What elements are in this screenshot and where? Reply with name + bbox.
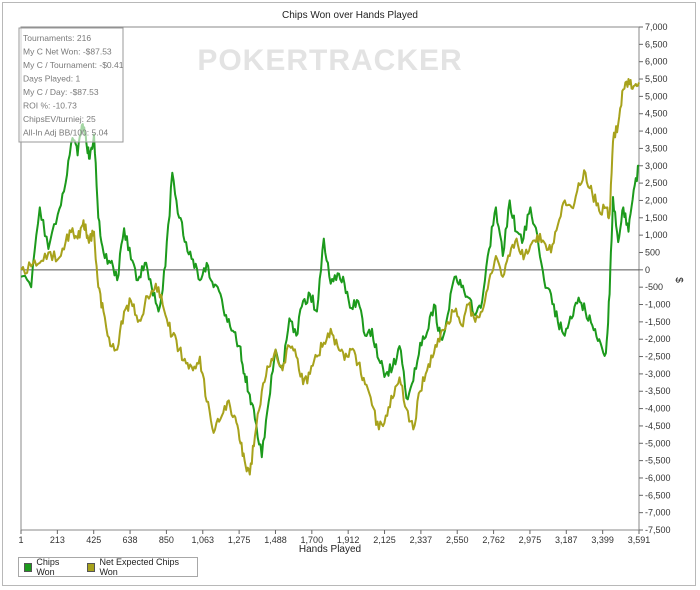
y-tick-label: -2,500	[645, 352, 671, 362]
y-tick-label: 0	[645, 265, 650, 275]
legend: Chips Won Net Expected Chips Won	[18, 557, 198, 577]
y-tick-label: 4,500	[645, 109, 668, 119]
y-tick-label: 7,000	[645, 22, 668, 32]
y-tick-label: 2,500	[645, 178, 668, 188]
y-tick-label: 3,000	[645, 161, 668, 171]
y-tick-label: -6,000	[645, 473, 671, 483]
x-tick-label: 1,063	[191, 535, 214, 545]
y-tick-label: 500	[645, 247, 660, 257]
series-line-chips-won	[20, 123, 639, 459]
stats-line: My C / Tournament: -$0.41	[23, 60, 124, 70]
watermark-text: POKERTRACKER	[197, 44, 462, 77]
x-tick-label: 850	[159, 535, 174, 545]
legend-item-chips-won[interactable]: Chips Won	[24, 557, 76, 577]
y-axis-title: $	[673, 277, 684, 283]
x-axis: 1 213 425 638 850 1,063 1,275 1,488 1,700 1,912 2,…	[18, 530, 650, 545]
plot-area	[20, 26, 640, 531]
y-tick-label: -5,000	[645, 438, 671, 448]
plot-border	[20, 26, 640, 531]
y-tick-label: -1,500	[645, 317, 671, 327]
x-tick-label: 1,275	[228, 535, 251, 545]
stats-line: My C / Day: -$87.53	[23, 87, 99, 97]
y-tick-label: -6,500	[645, 490, 671, 500]
y-tick-label: -500	[645, 282, 663, 292]
y-tick-label: -2,000	[645, 334, 671, 344]
y-tick-label: 6,000	[645, 57, 668, 67]
y-tick-label: -1,000	[645, 300, 671, 310]
y-tick-label: -3,500	[645, 386, 671, 396]
y-tick-label: 2,000	[645, 195, 668, 205]
x-tick-label: 2,337	[410, 535, 433, 545]
y-tick-label: 4,000	[645, 126, 668, 136]
y-tick-label: 3,500	[645, 143, 668, 153]
y-tick-label: -7,000	[645, 508, 671, 518]
x-tick-label: 213	[50, 535, 65, 545]
x-tick-label: 1,488	[264, 535, 287, 545]
y-tick-label: -3,000	[645, 369, 671, 379]
legend-label-net-expected: Net Expected Chips Won	[99, 557, 180, 577]
legend-label-chips-won: Chips Won	[36, 557, 60, 577]
stats-line: ROI %: -10.73	[23, 101, 77, 111]
x-axis-title: Hands Played	[299, 544, 361, 555]
y-tick-label: -5,500	[645, 456, 671, 466]
y-tick-label: 5,500	[645, 74, 668, 84]
stats-box-border	[18, 27, 124, 143]
stats-line: ChipsEV/turniej: 25	[23, 114, 96, 124]
y-tick-label: -4,500	[645, 421, 671, 431]
y-tick-label: 1,000	[645, 230, 668, 240]
series-line-net-expected-chips-won	[20, 78, 640, 476]
x-tick-label: 425	[86, 535, 101, 545]
y-tick-label: -4,000	[645, 404, 671, 414]
y-axis: 7,000 6,500 6,000 5,500 5,000 4,500 4,000 3,500…	[639, 22, 671, 535]
y-tick-label: 1,500	[645, 213, 668, 223]
x-tick-label: 1,912	[337, 535, 360, 545]
x-tick-label: 2,762	[482, 535, 505, 545]
series-layer	[20, 78, 640, 476]
x-tick-label: 3,591	[628, 535, 651, 545]
y-tick-label: -7,500	[645, 525, 671, 535]
x-tick-label: 638	[123, 535, 138, 545]
x-tick-label: 1	[18, 535, 23, 545]
y-tick-label: 6,500	[645, 39, 668, 49]
x-tick-label: 2,975	[519, 535, 542, 545]
stats-line: Days Played: 1	[23, 74, 80, 84]
y-tick-label: 5,000	[645, 91, 668, 101]
x-tick-label: 1,700	[301, 535, 324, 545]
x-tick-label: 2,125	[373, 535, 396, 545]
legend-item-net-expected[interactable]: Net Expected Chips Won	[87, 557, 191, 577]
x-tick-label: 3,399	[591, 535, 614, 545]
stats-line: My C Net Won: -$87.53	[23, 47, 112, 57]
stats-line: Tournaments: 216	[23, 33, 91, 43]
stats-line: All-In Adj BB/100: 5.04	[23, 128, 108, 138]
stats-box: Tournaments: 216 My C Net Won: -$87.53 My …	[18, 27, 124, 143]
watermark-logo: POKERTRACKER	[197, 44, 462, 77]
chart-title: Chips Won over Hands Played	[282, 10, 418, 21]
legend-swatch-net-expected	[87, 562, 96, 572]
x-tick-label: 2,550	[446, 535, 469, 545]
x-tick-label: 3,187	[555, 535, 578, 545]
legend-swatch-chips-won	[24, 562, 33, 572]
